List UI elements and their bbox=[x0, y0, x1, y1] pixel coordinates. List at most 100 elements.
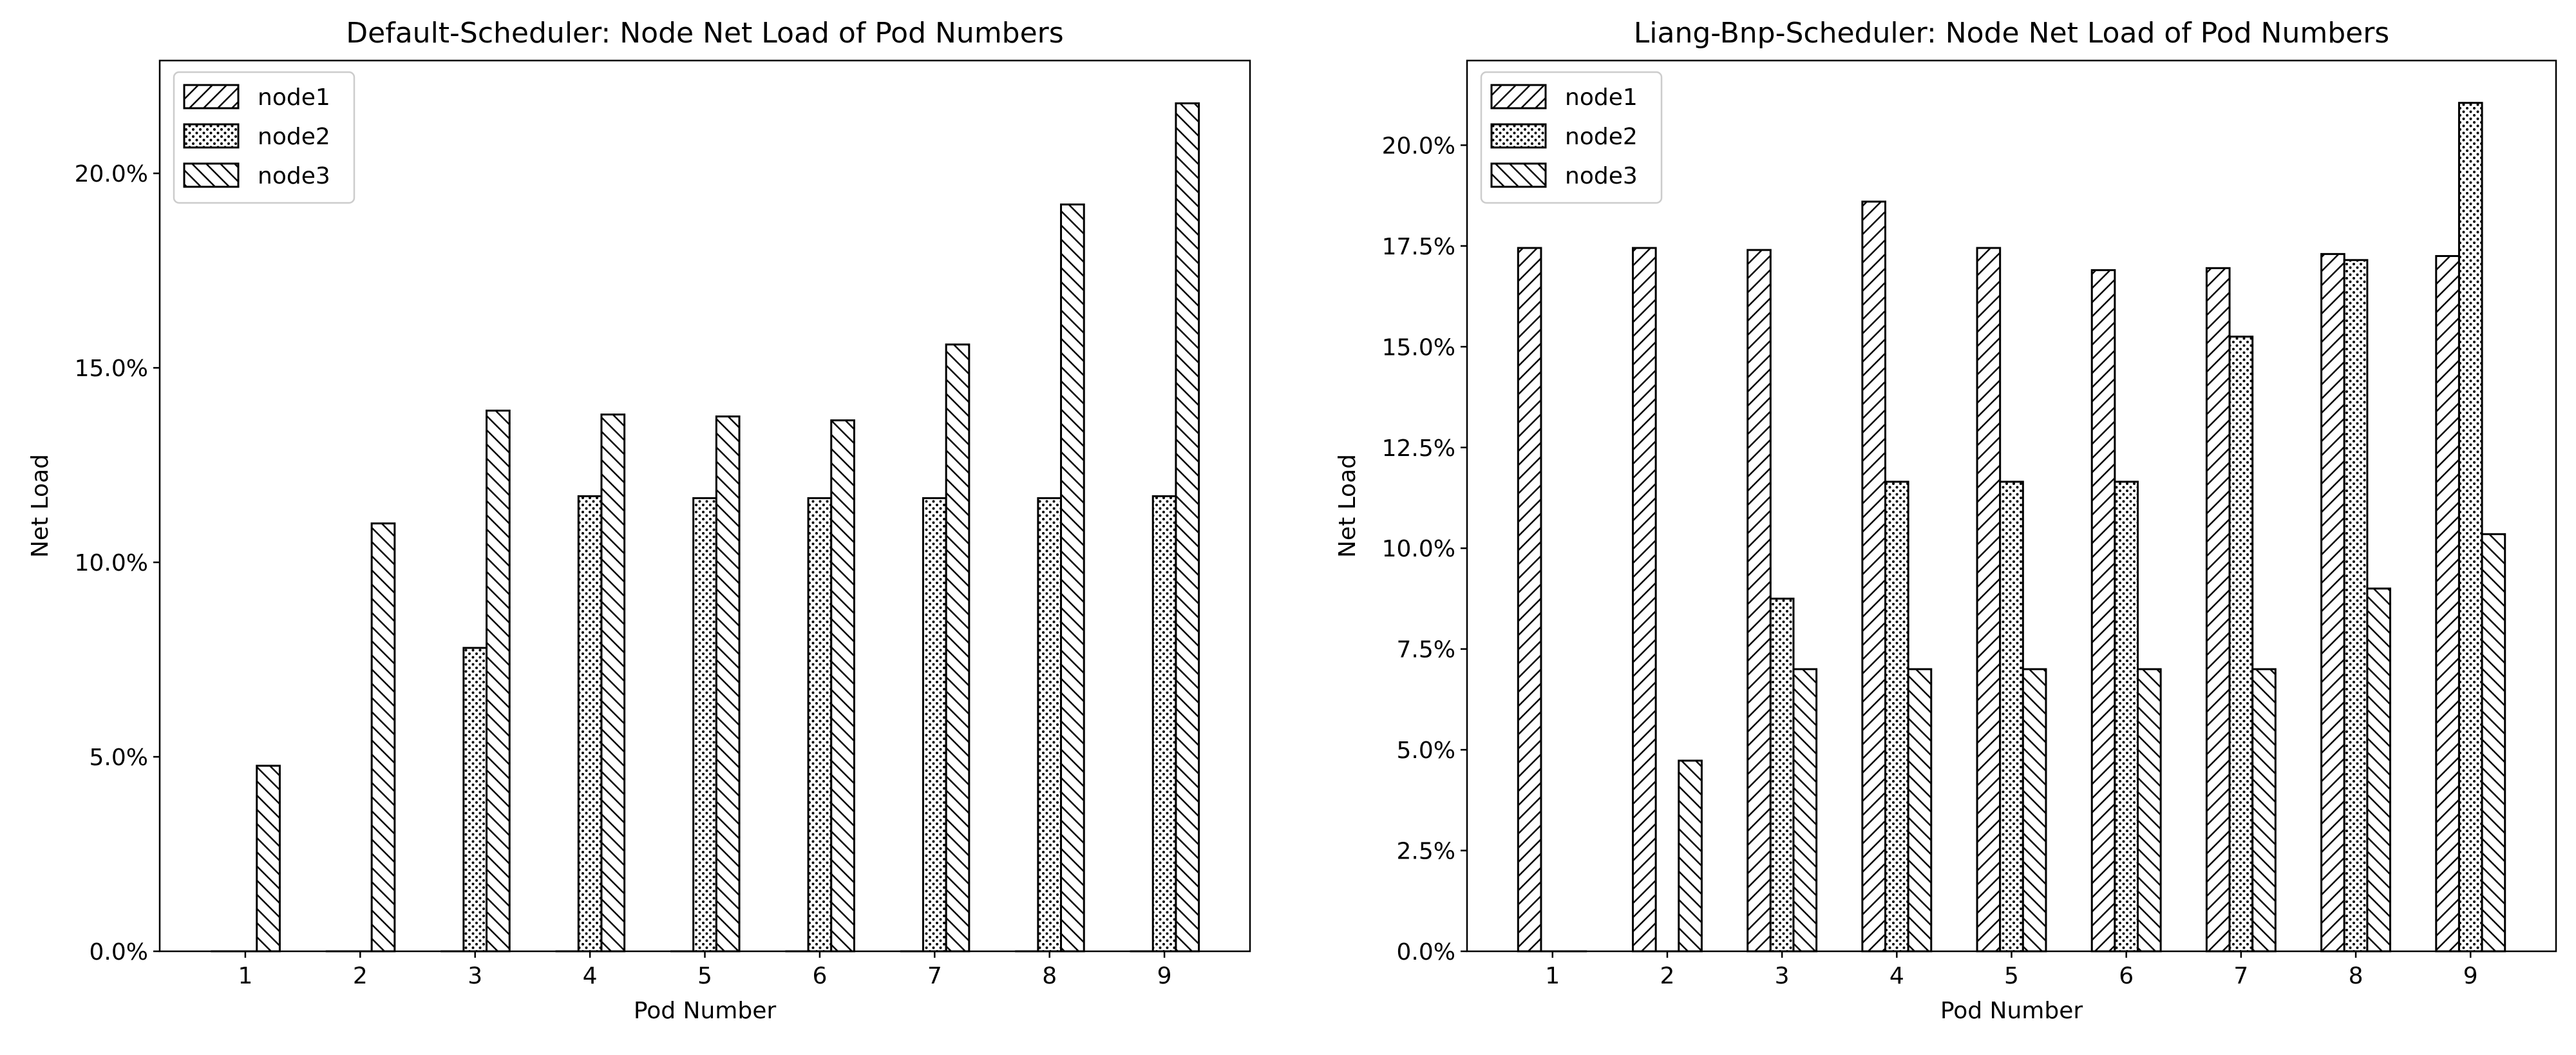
bar-hatch bbox=[1907, 668, 1933, 953]
bar-hatch bbox=[1747, 249, 1772, 953]
bar bbox=[1747, 249, 1772, 953]
legend-label: node1 bbox=[258, 84, 330, 111]
x-tick-label: 3 bbox=[468, 963, 482, 989]
bar-hatch bbox=[1060, 203, 1085, 953]
bar-hatch bbox=[256, 765, 281, 953]
bar bbox=[2435, 255, 2460, 953]
legend-swatch bbox=[183, 84, 240, 109]
bar bbox=[2343, 259, 2369, 953]
y-axis-label: Net Load bbox=[27, 454, 53, 558]
bar bbox=[1769, 597, 1795, 953]
x-tick-label: 1 bbox=[1545, 963, 1560, 989]
x-tick-label: 6 bbox=[2119, 963, 2134, 989]
y-axis-label: Net Load bbox=[1334, 454, 1361, 558]
bar bbox=[2114, 480, 2139, 953]
bar-hatch bbox=[2366, 587, 2392, 953]
bar-hatch bbox=[600, 413, 626, 953]
bar bbox=[1151, 495, 1177, 953]
legend-label: node2 bbox=[258, 124, 330, 150]
legend-swatch bbox=[1490, 123, 1547, 149]
bar-hatch bbox=[2137, 668, 2162, 953]
bar-hatch bbox=[1037, 497, 1063, 953]
bar bbox=[1037, 497, 1063, 953]
bar-hatch bbox=[1976, 247, 2002, 953]
bar-hatch bbox=[830, 419, 855, 953]
bar bbox=[1517, 247, 1542, 953]
bar-hatch bbox=[1631, 247, 1657, 953]
bar-hatch bbox=[1517, 247, 1542, 953]
y-tick-label: 12.5% bbox=[1382, 435, 1455, 462]
bar-hatch bbox=[2114, 480, 2139, 953]
y-tick-label: 5.0% bbox=[1397, 737, 1455, 764]
bar bbox=[922, 497, 947, 953]
x-tick-label: 8 bbox=[1042, 963, 1057, 989]
x-tick-label: 3 bbox=[1775, 963, 1790, 989]
bar-hatch bbox=[807, 497, 833, 953]
bar bbox=[1060, 203, 1085, 953]
bar-hatch bbox=[462, 647, 488, 953]
bar bbox=[486, 410, 511, 953]
bar bbox=[2481, 533, 2506, 953]
bar bbox=[256, 765, 281, 953]
y-tick-label: 10.0% bbox=[1382, 536, 1455, 562]
x-tick-label: 2 bbox=[1660, 963, 1674, 989]
x-tick-label: 8 bbox=[2349, 963, 2363, 989]
bar bbox=[2251, 668, 2277, 953]
x-tick-label: 7 bbox=[2233, 963, 2248, 989]
bar-hatch bbox=[922, 497, 947, 953]
bar-hatch bbox=[2435, 255, 2460, 953]
chart-title: Liang-Bnp-Scheduler: Node Net Load of Po… bbox=[1634, 17, 2389, 50]
x-tick-label: 6 bbox=[812, 963, 827, 989]
x-tick-label: 4 bbox=[1889, 963, 1904, 989]
bar-hatch bbox=[715, 415, 741, 953]
bar-hatch bbox=[577, 495, 603, 953]
bar bbox=[2228, 336, 2254, 953]
bar-hatch bbox=[692, 497, 717, 953]
bar bbox=[1976, 247, 2002, 953]
bar-hatch bbox=[2343, 259, 2369, 953]
legend-label: node3 bbox=[258, 163, 330, 189]
bar-hatch bbox=[1884, 480, 1909, 953]
axes: Default-Scheduler: Node Net Load of Pod … bbox=[27, 17, 1251, 1024]
y-tick-label: 2.5% bbox=[1397, 839, 1455, 865]
y-tick-label: 5.0% bbox=[90, 745, 148, 771]
bar bbox=[1678, 759, 1703, 953]
axes-frame bbox=[1466, 59, 2557, 953]
y-tick-label: 7.5% bbox=[1397, 637, 1455, 663]
bar bbox=[830, 419, 855, 953]
bar bbox=[2458, 102, 2483, 953]
bar bbox=[1884, 480, 1909, 953]
bar bbox=[2320, 252, 2345, 953]
bar bbox=[600, 413, 626, 953]
bar-hatch bbox=[945, 343, 971, 953]
bar bbox=[2366, 587, 2392, 953]
y-tick-label: 0.0% bbox=[90, 939, 148, 965]
x-tick-label: 9 bbox=[2463, 963, 2478, 989]
y-tick-label: 20.0% bbox=[75, 161, 148, 187]
bar-hatch bbox=[370, 522, 396, 953]
legend: node1 node2 node3 bbox=[173, 71, 355, 204]
bar-hatch bbox=[2251, 668, 2277, 953]
y-tick-label: 17.5% bbox=[1382, 234, 1455, 260]
y-tick-label: 15.0% bbox=[1382, 334, 1455, 361]
bar bbox=[715, 415, 741, 953]
bar-hatch bbox=[1678, 759, 1703, 953]
bar-hatch bbox=[1769, 597, 1795, 953]
x-tick-label: 1 bbox=[238, 963, 252, 989]
legend-swatch bbox=[183, 162, 240, 188]
bar-hatch bbox=[2458, 102, 2483, 953]
y-tick-label: 10.0% bbox=[75, 550, 148, 576]
axes: Liang-Bnp-Scheduler: Node Net Load of Po… bbox=[1334, 17, 2557, 1024]
bar bbox=[1861, 200, 1886, 953]
bar bbox=[462, 647, 488, 953]
x-tick-label: 4 bbox=[583, 963, 598, 989]
legend-label: node1 bbox=[1565, 84, 1638, 111]
legend-label: node2 bbox=[1565, 124, 1638, 150]
bar-hatch bbox=[2205, 267, 2231, 953]
bar bbox=[2205, 267, 2231, 953]
bar bbox=[2090, 269, 2116, 953]
x-tick-label: 9 bbox=[1157, 963, 1172, 989]
chart-title: Default-Scheduler: Node Net Load of Pod … bbox=[346, 17, 1063, 50]
